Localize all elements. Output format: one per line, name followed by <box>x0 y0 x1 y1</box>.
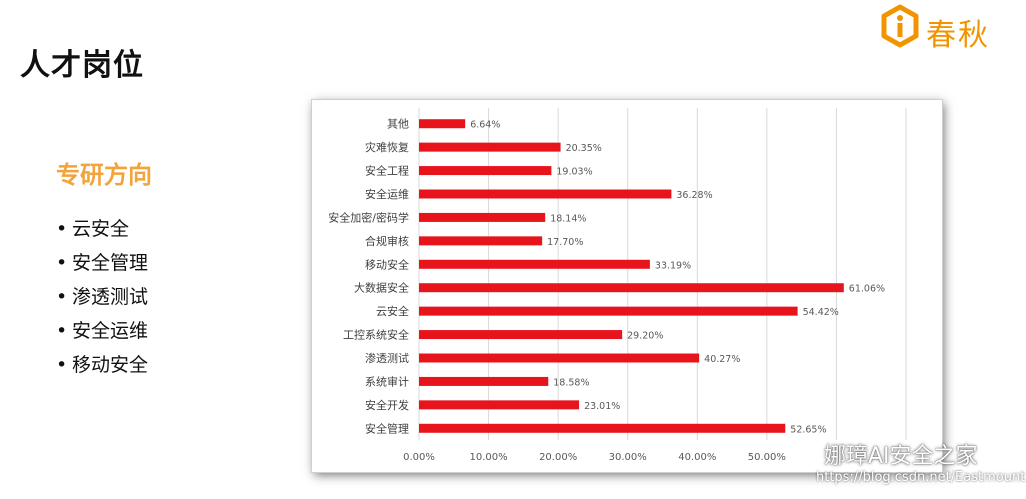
data-label: 18.58% <box>553 377 589 388</box>
category-label: 灾难恢复 <box>365 140 409 154</box>
x-tick-label: 40.00% <box>678 452 716 463</box>
category-label: 工控系统安全 <box>343 328 409 342</box>
list-item-label: 安全运维 <box>72 320 149 342</box>
bar <box>419 306 798 316</box>
section-title: 专研方向 <box>56 161 152 189</box>
category-label: 安全开发 <box>365 398 409 412</box>
data-label: 33.19% <box>655 260 691 271</box>
bar <box>419 330 623 340</box>
category-label: 云安全 <box>376 304 409 318</box>
bar <box>419 119 466 129</box>
data-label: 36.28% <box>676 190 712 201</box>
data-label: 6.64% <box>470 120 500 131</box>
category-label: 合规审核 <box>365 234 409 248</box>
list-item-label: 移动安全 <box>72 354 149 376</box>
logo-text: 春秋 <box>926 18 990 53</box>
list-item: • 安全运维 <box>56 314 148 348</box>
data-label: 52.65% <box>790 424 826 435</box>
list-item-label: 安全管理 <box>72 252 149 274</box>
bar <box>419 353 700 363</box>
data-label: 18.14% <box>550 213 586 224</box>
logo: 春秋 <box>878 4 1018 53</box>
watermark-url: https://blog.csdn.net/Eastmount <box>816 470 1026 485</box>
list-item-label: 渗透测试 <box>72 286 149 308</box>
category-label: 大数据安全 <box>354 281 409 295</box>
bar <box>419 376 549 386</box>
list-item-label: 云安全 <box>72 218 130 240</box>
category-label: 安全加密/密码学 <box>328 210 409 224</box>
list-item: • 云安全 <box>56 212 148 246</box>
x-tick-label: 10.00% <box>470 452 508 463</box>
data-label: 29.20% <box>627 331 663 342</box>
bar-chart: 0.00% 10.00% 20.00% 30.00% 40.00% 50.00% 其他 6.6… <box>328 108 907 463</box>
logo-icon <box>881 4 919 48</box>
list-item: • 渗透测试 <box>56 280 148 314</box>
data-label: 23.01% <box>584 401 620 412</box>
wechat-icon <box>792 442 819 464</box>
data-label: 19.03% <box>556 167 592 178</box>
category-label: 安全管理 <box>365 421 409 435</box>
data-label: 40.27% <box>704 354 740 365</box>
list-item: • 移动安全 <box>56 348 148 382</box>
x-tick-label: 50.00% <box>748 452 786 463</box>
bar <box>419 166 552 176</box>
bullet-dot: • <box>56 218 68 240</box>
bar <box>419 189 672 199</box>
bar <box>419 212 546 222</box>
bar <box>419 283 844 293</box>
x-tick-label: 0.00% <box>403 452 435 463</box>
category-label: 安全工程 <box>365 164 409 178</box>
data-label: 20.35% <box>566 143 602 154</box>
bullet-dot: • <box>56 286 68 308</box>
category-label: 移动安全 <box>365 257 409 271</box>
bullet-dot: • <box>56 252 68 274</box>
bar <box>419 423 786 433</box>
bar <box>419 400 580 410</box>
data-label: 61.06% <box>849 284 885 295</box>
bullet-list: • 云安全 • 安全管理 • 渗透测试 • 安全运维 • 移动安全 <box>56 212 148 382</box>
category-label: 系统审计 <box>365 374 409 388</box>
page-title: 人才岗位 <box>20 48 144 83</box>
bar <box>419 259 650 269</box>
category-label: 其他 <box>387 118 409 131</box>
bullet-dot: • <box>56 354 68 376</box>
bullet-dot: • <box>56 320 68 342</box>
bar <box>419 236 543 246</box>
x-tick-label: 20.00% <box>539 452 577 463</box>
x-tick-label: 30.00% <box>609 452 647 463</box>
category-label: 安全运维 <box>365 187 409 201</box>
list-item: • 安全管理 <box>56 246 148 280</box>
chart-frame: 0.00% 10.00% 20.00% 30.00% 40.00% 50.00% 其他 6.6… <box>312 100 942 472</box>
bar <box>419 142 561 152</box>
data-label: 17.70% <box>547 237 583 248</box>
data-label: 54.42% <box>803 307 839 318</box>
category-label: 渗透测试 <box>365 351 409 365</box>
watermark-text: 娜璋AI安全之家 <box>824 444 978 469</box>
